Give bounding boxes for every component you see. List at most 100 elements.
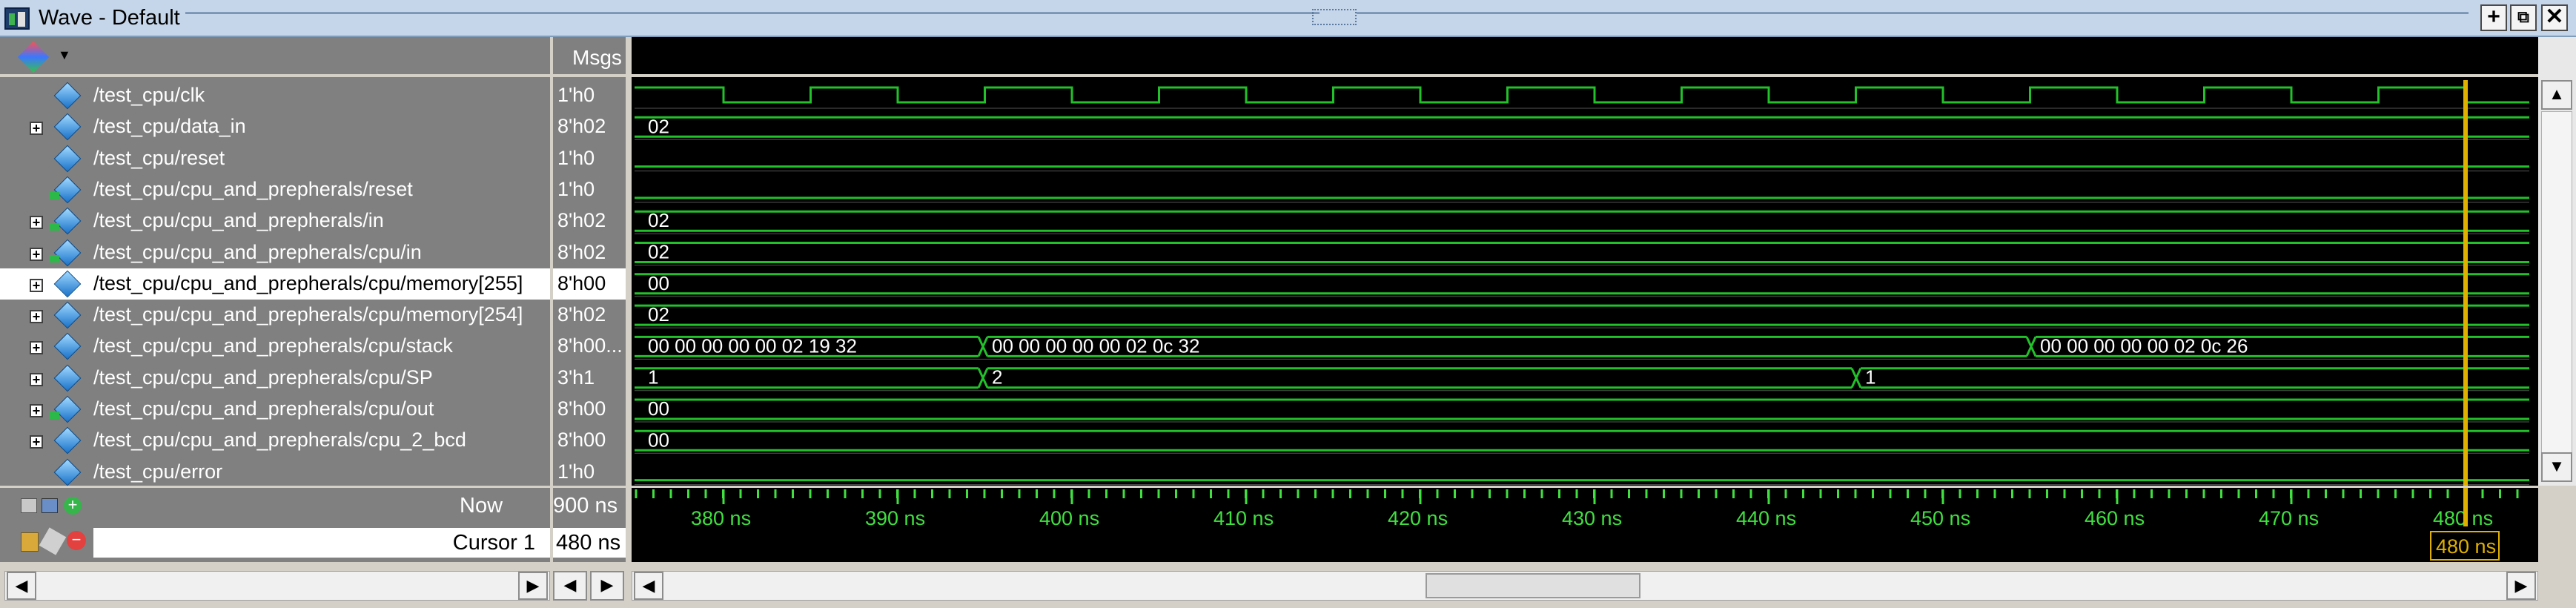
value-scroll-left-icon[interactable]: ◀ — [553, 571, 587, 601]
signal-value[interactable]: 1'h0 — [553, 80, 626, 111]
signal-row[interactable]: + /test_cpu/cpu_and_prepherals/cpu/stack — [0, 331, 550, 362]
bus-value-label: 1 — [648, 366, 658, 389]
cursor-name-field[interactable]: Cursor 1 — [93, 528, 550, 558]
wrench-icon[interactable] — [39, 527, 67, 555]
signal-value[interactable]: 8'h00... — [553, 331, 626, 362]
wave-scrollbar[interactable]: ◀ ▶ — [632, 571, 2538, 601]
signal-row[interactable]: /test_cpu/error — [0, 457, 550, 488]
signal-row[interactable]: /test_cpu/cpu_and_prepherals/reset — [0, 174, 550, 205]
signal-value[interactable]: 8'h02 — [553, 300, 626, 331]
lock-icon[interactable] — [21, 532, 39, 552]
now-value: 900 ns — [553, 494, 618, 518]
wave-scroll-left-icon[interactable]: ◀ — [634, 572, 663, 600]
ruler-tick-label: 430 ns — [1562, 507, 1622, 529]
window-icon[interactable] — [21, 498, 37, 513]
name-pane-scrollbar[interactable]: ◀ ▶ — [4, 571, 550, 601]
expand-icon[interactable]: + — [30, 435, 43, 449]
waveform-pane[interactable]: 02 02 02 00 02 00 00 00 00 00 02 19 32 00 00 0… — [632, 37, 2538, 486]
expand-icon[interactable]: + — [30, 404, 43, 417]
signal-row[interactable]: + /test_cpu/cpu_and_prepherals/cpu/memory… — [0, 300, 550, 331]
signal-value[interactable]: 8'h00 — [553, 394, 626, 425]
monitor-icon[interactable] — [42, 498, 58, 513]
restore-icon[interactable]: ⧉ — [2510, 4, 2537, 31]
wave-scroll-right-icon[interactable]: ▶ — [2506, 572, 2536, 600]
title-grip-right[interactable] — [1357, 12, 2469, 14]
signal-row[interactable]: + /test_cpu/cpu_and_prepherals/cpu_2_bcd — [0, 425, 550, 456]
signal-value[interactable]: 8'h02 — [553, 237, 626, 268]
signal-value[interactable]: 1'h0 — [553, 174, 626, 205]
expand-icon[interactable]: + — [30, 310, 43, 324]
scroll-down-icon[interactable]: ▼ — [2541, 452, 2572, 482]
signal-name: /test_cpu/cpu_and_prepherals/cpu/out — [93, 397, 434, 420]
bus-value-label: 00 00 00 00 00 02 0c 26 — [2040, 334, 2248, 357]
signal-row[interactable]: + /test_cpu/cpu_and_prepherals/in — [0, 205, 550, 237]
bus-value-label: 00 — [648, 272, 669, 294]
ruler-tick-label: 400 ns — [1039, 507, 1099, 529]
ruler-tick-label: 420 ns — [1388, 507, 1448, 529]
signal-value[interactable]: 8'h00 — [553, 425, 626, 456]
window-title: Wave - Default — [39, 6, 180, 30]
ruler-tick-label: 410 ns — [1213, 507, 1274, 529]
bus-value-label: 02 — [648, 241, 669, 263]
signal-row[interactable]: + /test_cpu/data_in — [0, 111, 550, 142]
signal-name: /test_cpu/error — [93, 460, 223, 483]
signal-value[interactable]: 8'h00 — [553, 268, 626, 300]
signal-row[interactable]: + /test_cpu/cpu_and_prepherals/cpu/SP — [0, 363, 550, 394]
ruler-tick-label: 480 ns — [2433, 507, 2493, 529]
timeline-pane[interactable]: 380 ns 390 ns 400 ns 410 ns 420 ns 430 ns 440 … — [632, 488, 2538, 562]
name-pane-header: ▼ — [0, 37, 550, 77]
port-arrow-icon — [49, 223, 59, 231]
ruler-tick-label: 470 ns — [2259, 507, 2319, 529]
value-scroll-right-icon[interactable]: ▶ — [590, 571, 624, 601]
signal-name-pane: ▼ /test_cpu/clk + /test_cpu/data_in/test_c… — [0, 37, 550, 486]
cursor-label: Cursor 1 — [452, 531, 535, 555]
bus-value-label: 00 — [648, 429, 669, 451]
signal-row[interactable]: + /test_cpu/cpu_and_prepherals/cpu/memory… — [0, 268, 550, 300]
chevron-down-icon[interactable]: ▼ — [58, 47, 71, 62]
waveform-canvas[interactable]: 02 02 02 00 02 00 00 00 00 00 02 19 32 00 00 0… — [632, 80, 2538, 486]
signal-name: /test_cpu/cpu_and_prepherals/cpu/in — [93, 240, 422, 263]
signal-value-text: 8'h02 — [557, 115, 606, 138]
signal-value[interactable]: 1'h0 — [553, 457, 626, 488]
signal-value-text: 1'h0 — [557, 460, 595, 483]
signal-row[interactable]: + /test_cpu/cpu_and_prepherals/cpu/out — [0, 394, 550, 425]
scroll-thumb[interactable] — [2541, 111, 2572, 460]
scroll-up-icon[interactable]: ▲ — [2541, 80, 2572, 110]
signal-diamond-icon — [53, 145, 82, 172]
signal-value-text: 1'h0 — [557, 84, 595, 106]
cursor-marker[interactable]: 480 ns — [2430, 531, 2500, 561]
signal-value[interactable]: 8'h02 — [553, 111, 626, 142]
signal-row[interactable]: /test_cpu/reset — [0, 143, 550, 174]
expand-icon[interactable]: + — [30, 341, 43, 355]
signal-value[interactable]: 1'h0 — [553, 143, 626, 174]
title-grip-left[interactable] — [185, 12, 1320, 14]
expand-icon[interactable]: + — [30, 278, 43, 292]
remove-cursor-icon[interactable]: − — [67, 531, 86, 550]
signal-type-menu-icon[interactable] — [17, 41, 50, 73]
signal-value-text: 8'h00... — [557, 334, 623, 357]
close-icon[interactable]: ✕ — [2541, 4, 2568, 31]
signal-name: /test_cpu/clk — [93, 84, 205, 106]
cursor-value-field[interactable]: 480 ns — [553, 528, 626, 558]
signal-value-text: 8'h00 — [557, 429, 606, 452]
signal-value[interactable]: 3'h1 — [553, 363, 626, 394]
signal-row[interactable]: /test_cpu/clk — [0, 80, 550, 111]
wave-scroll-thumb[interactable] — [1426, 573, 1640, 598]
add-cursor-icon[interactable]: + — [64, 497, 82, 515]
name-scroll-right-icon[interactable]: ▶ — [518, 572, 548, 600]
name-scroll-left-icon[interactable]: ◀ — [7, 572, 36, 600]
expand-icon[interactable]: + — [30, 122, 43, 136]
expand-icon[interactable]: + — [30, 247, 43, 261]
add-icon[interactable]: + — [2480, 4, 2507, 31]
signal-row[interactable]: + /test_cpu/cpu_and_prepherals/cpu/in — [0, 237, 550, 268]
bus-value-label: 00 00 00 00 00 02 0c 32 — [992, 334, 1199, 357]
signal-name: /test_cpu/cpu_and_prepherals/reset — [93, 177, 413, 200]
bus-value-label: 02 — [648, 303, 669, 326]
expand-icon[interactable]: + — [30, 372, 43, 386]
vertical-scrollbar[interactable]: ▲ ▼ — [2538, 37, 2576, 486]
expand-icon[interactable]: + — [30, 216, 43, 230]
bus-value-label: 00 00 00 00 00 02 19 32 — [648, 334, 857, 357]
drag-handle-icon[interactable] — [1312, 9, 1357, 25]
signal-value[interactable]: 8'h02 — [553, 205, 626, 237]
signal-value-text: 8'h02 — [557, 240, 606, 263]
